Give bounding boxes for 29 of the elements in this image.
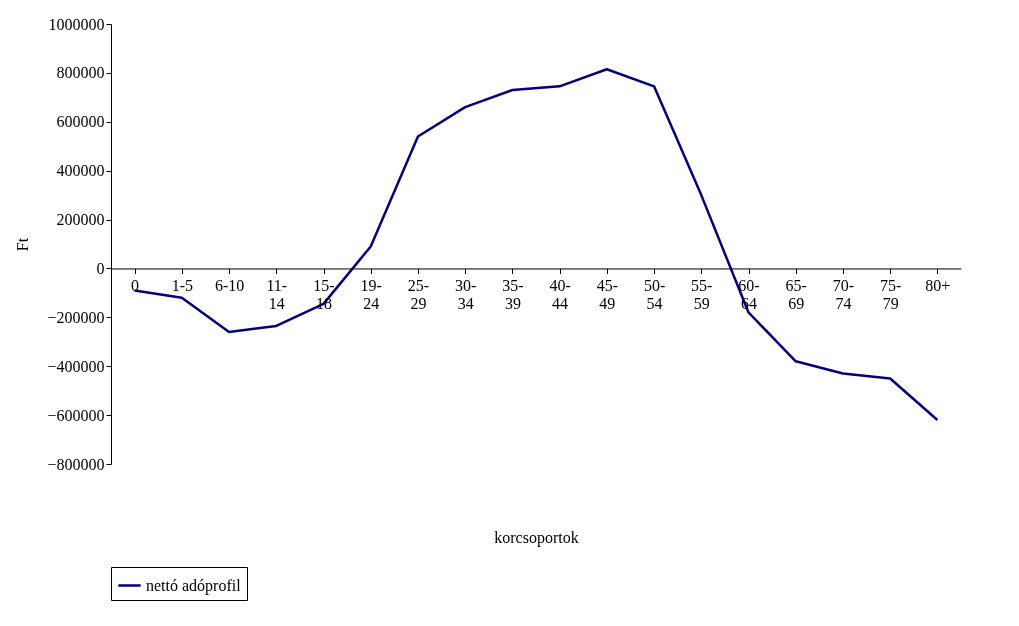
- x-tick-label: 40-44: [549, 276, 571, 312]
- x-tick-label: 50-54: [643, 276, 666, 312]
- y-tick-label: −600000: [47, 406, 105, 424]
- y-tick-label: 1000000: [48, 15, 105, 33]
- x-tick-label: 30-34: [455, 276, 477, 312]
- y-axis-title: Ft: [14, 237, 32, 252]
- y-tick-label: 200000: [56, 211, 105, 229]
- y-tick-label: −800000: [47, 455, 105, 473]
- x-tick-label: 55-59: [691, 276, 713, 312]
- x-tick-label: 6-10: [214, 276, 245, 294]
- y-tick-label: 400000: [56, 162, 105, 180]
- x-tick-label: 80+: [925, 276, 951, 294]
- x-tick-label: 70-74: [832, 276, 855, 312]
- x-tick-label: 19-24: [360, 276, 382, 312]
- y-tick-label: 800000: [56, 64, 105, 82]
- legend-label: nettó adóprofil: [146, 576, 242, 595]
- x-tick-label: 65-69: [785, 276, 807, 312]
- x-tick-label: 0: [131, 276, 140, 294]
- x-tick-label: 25-29: [407, 276, 430, 312]
- y-tick-label: −200000: [47, 308, 105, 326]
- x-tick-label: 45-49: [596, 276, 618, 312]
- x-axis-title: korcsoportok: [494, 528, 579, 547]
- y-tick-label: −400000: [47, 357, 105, 375]
- y-tick-label: 0: [96, 259, 105, 277]
- x-tick-label: 75-79: [880, 276, 902, 312]
- x-tick-label: 1-5: [171, 276, 193, 294]
- x-tick-label: 11-14: [266, 276, 288, 312]
- x-tick-label: 35-39: [502, 276, 524, 312]
- y-tick-label: 600000: [56, 113, 105, 131]
